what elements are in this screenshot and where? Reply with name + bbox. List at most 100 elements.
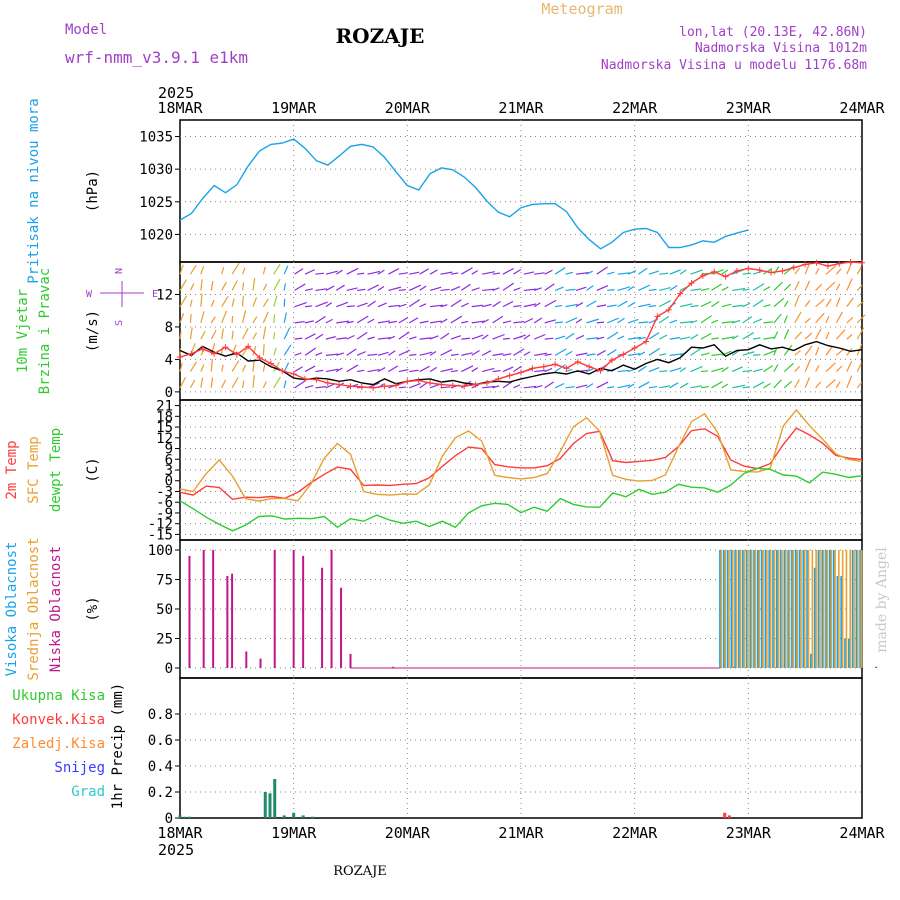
wind-label: 10m Vjetar xyxy=(15,289,31,373)
wind-arrow xyxy=(502,300,514,308)
wind-arrow xyxy=(763,321,773,324)
wind-arrow xyxy=(367,300,376,308)
wind-arrow xyxy=(586,285,594,291)
wind-arrow xyxy=(356,331,368,340)
wind-arrow xyxy=(450,370,459,373)
wind-arrow xyxy=(835,268,842,275)
y-tick-label: 0.8 xyxy=(148,707,173,723)
wind-arrow xyxy=(273,332,276,340)
wind-arrow xyxy=(565,288,576,292)
wind-arrow xyxy=(815,346,820,356)
wind-arrow xyxy=(283,265,289,275)
y-tick-label: 18 xyxy=(156,409,173,425)
wind-arrow xyxy=(221,364,224,372)
wind-arrow xyxy=(179,331,182,340)
wind-gust-marker xyxy=(643,338,650,345)
wind-arrow xyxy=(325,285,335,291)
y-tick-label: -6 xyxy=(156,495,173,511)
wind-gust-marker xyxy=(415,377,422,384)
wind-arrow xyxy=(648,305,657,308)
wind-arrow xyxy=(440,386,451,389)
wind-gust-marker xyxy=(756,267,763,274)
wind-arrow xyxy=(544,299,557,308)
precip-legend-label: Konvek.Kisa xyxy=(12,712,105,728)
wind-arrow xyxy=(648,288,657,292)
precip-unit-label: 1hr Precip (mm) xyxy=(110,683,126,809)
wind-arrow xyxy=(658,315,670,324)
y-tick-label: 15 xyxy=(156,420,173,436)
wind-arrow xyxy=(846,317,854,324)
wind-arrow xyxy=(179,279,187,291)
wind-arrow xyxy=(721,286,729,291)
wind-arrow xyxy=(471,320,485,324)
wind-gust-marker xyxy=(608,357,615,364)
y-tick-label: 0 xyxy=(165,661,173,677)
wind-arrow xyxy=(200,293,203,307)
wind-arrow xyxy=(607,304,617,308)
wind-arrow xyxy=(732,319,741,324)
wind-arrow xyxy=(336,352,345,356)
wind-arrow xyxy=(732,304,744,308)
wind-arrow xyxy=(711,353,722,356)
x-tick-label-top: 20MAR xyxy=(385,99,431,117)
panels-layer: 18MAR 18MAR 19MAR 19MAR 20MAR 20MAR 21MAR 21MAR… xyxy=(4,98,886,842)
wind-arrow xyxy=(252,316,258,324)
wind-arrow xyxy=(440,288,450,292)
wind-line xyxy=(179,340,863,386)
station-title: ROZAJE xyxy=(336,24,425,48)
wind-arrow xyxy=(429,351,437,356)
clouds-panel: 0 25 50 75 100 Visoka Oblacnost Srednja Oblacn… xyxy=(4,537,878,681)
wind-arrow xyxy=(304,365,316,373)
wind-arrow xyxy=(586,318,599,324)
wind-arrow xyxy=(189,361,198,372)
wind-gust-marker xyxy=(483,379,490,386)
wind-arrow xyxy=(804,345,813,356)
wind-arrow xyxy=(273,295,278,307)
wind-arrow xyxy=(596,304,607,308)
y-tick-label: 0.2 xyxy=(148,785,173,801)
wind-gust-marker xyxy=(256,354,263,361)
wind-arrow xyxy=(231,377,239,389)
wind-gust-marker xyxy=(302,375,309,382)
wind-arrow xyxy=(346,364,359,373)
wind-arrow xyxy=(377,269,385,275)
wind-arrow xyxy=(690,348,701,356)
wind-arrow xyxy=(210,377,214,388)
wind-arrow xyxy=(586,270,593,275)
wind-arrow xyxy=(262,381,267,389)
wind-arrow xyxy=(440,271,453,275)
wind-arrow xyxy=(638,365,647,373)
wind-gust-marker xyxy=(699,272,706,279)
wind-arrow xyxy=(679,382,689,389)
wind-arrow xyxy=(482,271,495,275)
wind-arrow xyxy=(440,318,448,324)
wind-arrow xyxy=(179,295,188,307)
pressure-unit-label: (hPa) xyxy=(85,170,101,212)
wind-arrow xyxy=(179,376,187,389)
wind-arrow xyxy=(315,288,327,292)
wind-arrow xyxy=(294,380,306,389)
wind-gust-marker xyxy=(597,367,604,374)
wind-arrow xyxy=(482,288,495,292)
wind-arrow xyxy=(325,336,336,340)
wind-label: Brzina i Pravac xyxy=(37,268,53,394)
wind-arrow xyxy=(554,335,566,340)
wind-arrow xyxy=(315,333,324,340)
wind-arrow xyxy=(763,286,771,291)
y-tick-label: 1025 xyxy=(139,195,173,211)
wind-arrow xyxy=(659,353,667,356)
wind-arrow xyxy=(555,321,563,324)
wind-arrow xyxy=(273,263,281,275)
wind-arrow xyxy=(773,297,785,308)
y-tick-label: -15 xyxy=(148,527,173,543)
wind-arrow xyxy=(534,333,546,340)
wind-arrow xyxy=(262,326,267,340)
wind-arrow xyxy=(575,286,587,291)
wind-arrow xyxy=(210,316,216,324)
wind-arrow xyxy=(189,327,193,340)
wind-arrow xyxy=(586,353,596,356)
wind-arrow xyxy=(669,319,678,324)
wind-arrow xyxy=(773,379,782,389)
wind-gust-marker xyxy=(370,384,377,391)
